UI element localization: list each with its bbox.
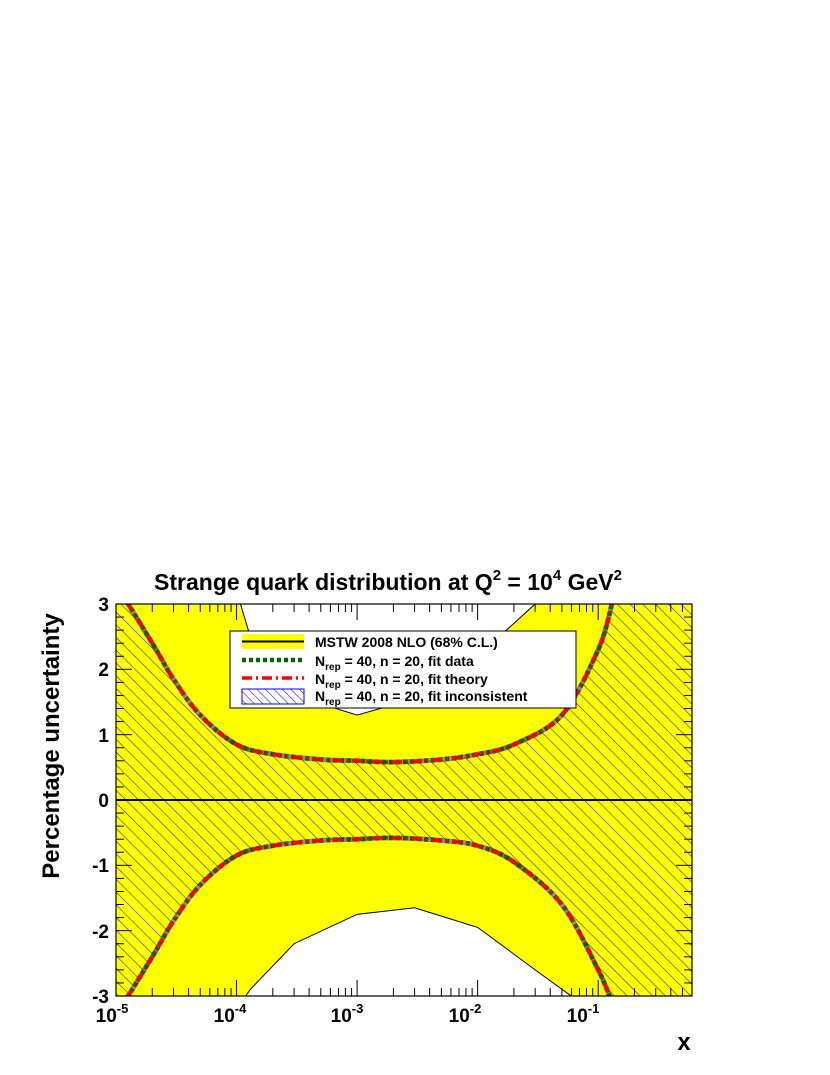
- chart-title: Strange quark distribution at Q2 = 104 G…: [154, 567, 622, 595]
- fit-inconsistent-band-upper: [116, 604, 692, 800]
- x-tick-label: 10-1: [567, 1001, 600, 1027]
- legend-entry-fit-theory: Nrep = 40, n = 20, fit theory: [242, 671, 488, 691]
- x-tick-label: 10-2: [449, 1001, 482, 1027]
- fit-theory-line-lower: [126, 836, 612, 996]
- y-tick-label: 3: [98, 595, 109, 616]
- y-tick-label: -2: [92, 922, 109, 943]
- legend-entry-fit-data: Nrep = 40, n = 20, fit data: [242, 653, 474, 673]
- legend-label-fit-inconsistent: Nrep = 40, n = 20, fit inconsistent: [315, 688, 528, 708]
- fit-inconsistent-band-lower: [116, 800, 692, 996]
- plot-area: [115, 603, 693, 997]
- y-tick-label: 2: [98, 660, 109, 681]
- legend-label-mstw: MSTW 2008 NLO (68% C.L.): [315, 634, 498, 650]
- fit-theory-line-upper: [126, 604, 614, 764]
- legend-label-fit-data: Nrep = 40, n = 20, fit data: [315, 653, 474, 673]
- legend-swatch-fit-inconsistent: [241, 688, 305, 705]
- x-tick-label: 10-5: [96, 1001, 129, 1027]
- x-tick-label: 10-3: [331, 1001, 364, 1027]
- x-axis-label: x: [677, 1029, 691, 1056]
- y-tick-labels: -3 -2 -1 0 1 2 3: [92, 595, 109, 1008]
- legend-entry-fit-inconsistent: Nrep = 40, n = 20, fit inconsistent: [241, 688, 528, 708]
- y-tick-label: -1: [92, 856, 109, 877]
- y-tick-label: -3: [92, 987, 109, 1008]
- legend-entry-mstw: MSTW 2008 NLO (68% C.L.): [242, 634, 498, 650]
- x-tick-label: 10-4: [214, 1001, 247, 1027]
- x-tick-labels: 10-5 10-4 10-3 10-2 10-1: [96, 1001, 600, 1027]
- plot-frame: [115, 603, 693, 997]
- legend: MSTW 2008 NLO (68% C.L.) Nrep = 40, n = …: [229, 630, 577, 709]
- y-tick-label: 1: [98, 726, 109, 747]
- legend-label-fit-theory: Nrep = 40, n = 20, fit theory: [315, 671, 488, 691]
- y-tick-label: 0: [98, 791, 109, 812]
- y-axis-label: Percentage uncertainty: [38, 613, 65, 879]
